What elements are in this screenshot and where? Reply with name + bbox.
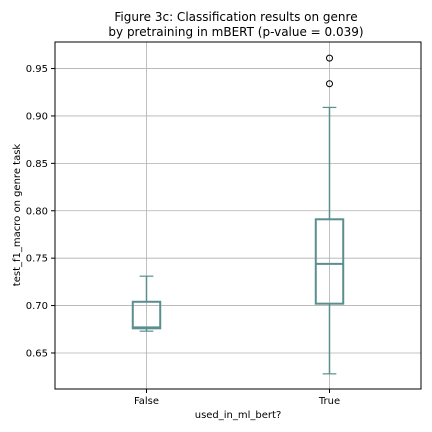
x-tick-label: True: [318, 396, 340, 407]
axes: 0.65 0.70 0.75 0.80 0.85 0.90 0.95 False True: [26, 64, 340, 407]
grid-lines: [55, 42, 421, 389]
y-tick-label: 0.90: [26, 111, 48, 122]
y-axis-label: test_f1_macro on genre task: [12, 144, 23, 287]
outlier-point: [326, 54, 333, 62]
y-tick-label: 0.85: [26, 159, 48, 170]
y-tick-label: 0.70: [26, 301, 48, 312]
boxes: [131, 54, 345, 375]
x-tick-label: False: [134, 396, 159, 407]
chart-title-line-1: Figure 3c: Classification results on gen…: [114, 10, 357, 24]
chart-title-line-2: by pretraining in mBERT (p-value = 0.039…: [108, 25, 363, 39]
y-tick-label: 0.95: [26, 64, 48, 75]
y-tick-label: 0.75: [26, 254, 48, 265]
outlier-point: [326, 80, 333, 88]
box-true: [314, 54, 345, 375]
y-tick-label: 0.80: [26, 206, 48, 217]
box-false: [131, 275, 162, 332]
plot-frame: [54, 41, 422, 390]
box-iqr: [314, 218, 345, 305]
y-tick-label: 0.65: [26, 348, 48, 359]
x-axis-label: used_in_ml_bert?: [195, 410, 282, 421]
